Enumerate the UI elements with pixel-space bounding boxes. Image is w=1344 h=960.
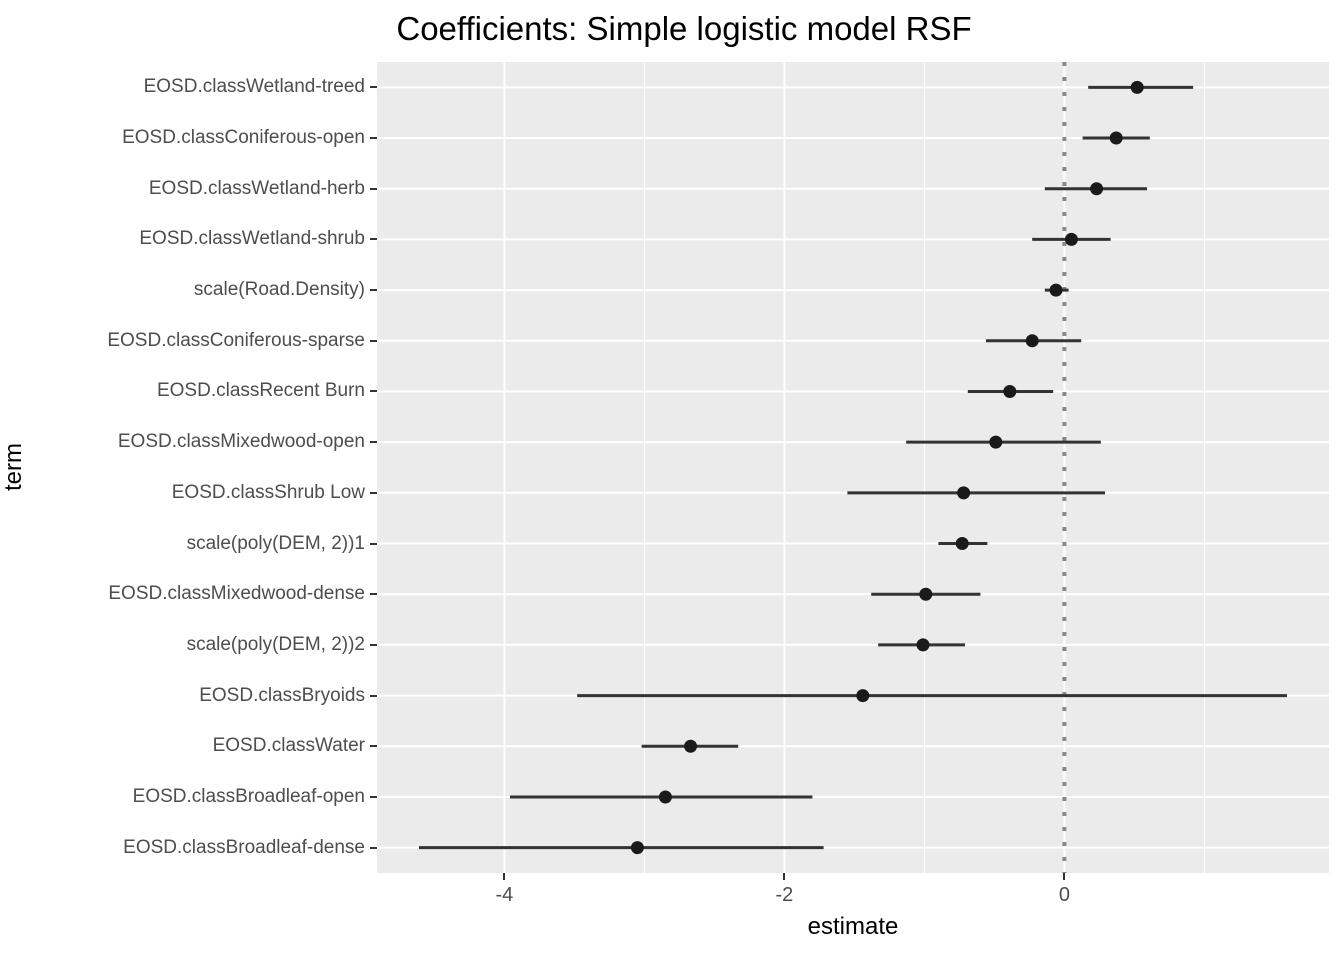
y-axis-tick-mark: [370, 187, 377, 190]
x-axis-tick-mark: [503, 873, 506, 880]
estimate-point: [955, 537, 969, 551]
estimate-point: [989, 435, 1003, 449]
y-axis-label: EOSD.classWetland-treed: [143, 76, 365, 98]
y-axis-tick-mark: [370, 238, 377, 241]
y-axis-label: EOSD.classWetland-shrub: [139, 228, 365, 250]
estimate-point: [856, 689, 870, 703]
estimate-point: [1003, 384, 1017, 398]
plot-title: Coefficients: Simple logistic model RSF: [396, 10, 972, 47]
x-axis-label: 0: [1058, 884, 1070, 906]
plot-panel: [377, 62, 1329, 873]
y-axis-tick-mark: [370, 491, 377, 494]
x-axis-tick-mark: [1063, 873, 1066, 880]
y-axis-label: EOSD.classBryoids: [199, 684, 365, 706]
y-axis-label: EOSD.classMixedwood-open: [117, 431, 365, 453]
y-axis-tick-mark: [370, 339, 377, 342]
y-axis-label: EOSD.classConiferous-open: [122, 127, 365, 149]
y-axis-tick-mark: [370, 795, 377, 798]
y-axis-tick-mark: [370, 694, 377, 697]
y-axis-tick-mark: [370, 289, 377, 292]
y-axis-label: EOSD.classShrub Low: [171, 481, 365, 503]
estimate-point: [916, 638, 930, 652]
estimate-point: [1130, 80, 1144, 94]
x-axis-label: -2: [775, 884, 794, 906]
estimate-point: [1064, 232, 1078, 246]
y-axis-tick-mark: [370, 542, 377, 545]
y-axis-tick-mark: [370, 745, 377, 748]
x-axis-label: -4: [495, 884, 514, 906]
estimate-point: [1025, 334, 1039, 348]
y-axis-label: scale(poly(DEM, 2))2: [186, 633, 365, 655]
y-axis-label: EOSD.classWater: [212, 735, 365, 757]
estimate-point: [658, 790, 672, 804]
y-axis-label: scale(poly(DEM, 2))1: [186, 532, 365, 554]
estimate-point: [1090, 182, 1104, 196]
chart-canvas: [377, 62, 1329, 873]
y-axis-tick-mark: [370, 441, 377, 444]
y-axis-label: EOSD.classRecent Burn: [156, 380, 365, 402]
y-axis-tick-mark: [370, 846, 377, 849]
estimate-point: [684, 739, 698, 753]
y-axis-label: EOSD.classBroadleaf-open: [132, 785, 365, 807]
y-axis-tick-mark: [370, 137, 377, 140]
x-axis-title: estimate: [807, 913, 899, 940]
y-axis-label: EOSD.classConiferous-sparse: [107, 329, 365, 351]
estimate-point: [919, 587, 933, 601]
y-axis-tick-mark: [370, 593, 377, 596]
estimate-point: [957, 486, 971, 500]
estimate-point: [630, 841, 644, 855]
y-axis-label: EOSD.classWetland-herb: [148, 177, 365, 199]
y-axis-label: EOSD.classMixedwood-dense: [108, 583, 365, 605]
y-axis-label: EOSD.classBroadleaf-dense: [123, 836, 365, 858]
y-axis-tick-mark: [370, 86, 377, 89]
x-axis-tick-mark: [783, 873, 786, 880]
y-axis-label: scale(Road.Density): [193, 279, 365, 301]
y-axis-tick-mark: [370, 643, 377, 646]
estimate-point: [1049, 283, 1063, 297]
estimate-point: [1109, 131, 1123, 145]
y-axis-tick-mark: [370, 390, 377, 393]
